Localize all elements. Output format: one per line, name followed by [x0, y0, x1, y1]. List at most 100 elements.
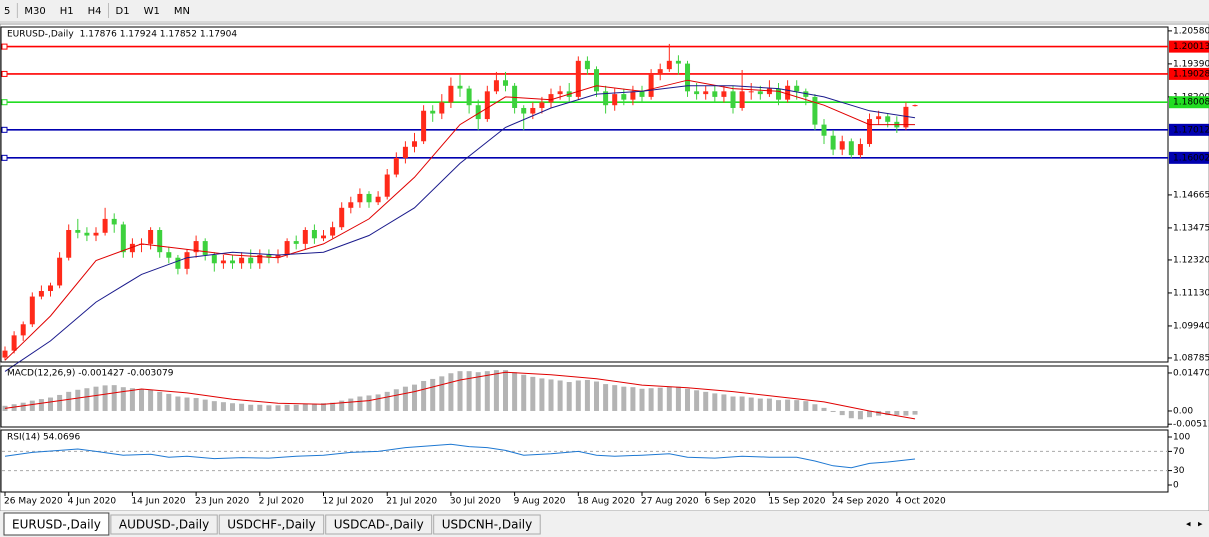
macd-bar — [211, 401, 217, 411]
candle-body — [402, 146, 408, 158]
macd-bar — [730, 396, 736, 411]
timeframe-button[interactable]: H4 — [88, 6, 102, 17]
macd-bar — [339, 400, 345, 411]
timeframe-button[interactable]: 5 — [4, 6, 10, 17]
x-tick-label: 4 Oct 2020 — [896, 497, 946, 507]
candle-body — [430, 110, 436, 114]
macd-bar — [839, 410, 845, 416]
candle-body — [266, 254, 272, 258]
macd-bar — [503, 370, 509, 411]
macd-bar — [785, 399, 791, 411]
level-label-box — [1169, 151, 1209, 164]
indicator-line — [4, 443, 916, 469]
macd-bar — [239, 403, 245, 411]
macd-bar — [675, 386, 681, 411]
tab[interactable] — [110, 514, 218, 535]
candle-body — [129, 243, 135, 253]
macd-bar — [794, 400, 800, 411]
macd-bar — [66, 391, 72, 411]
x-tick-label: 24 Sep 2020 — [832, 497, 889, 507]
y-tick-label: 100 — [1173, 433, 1190, 443]
candle-body — [703, 91, 709, 95]
x-tick-label: 6 Sep 2020 — [705, 497, 757, 507]
tab-label[interactable]: USDCNH-,Daily — [442, 518, 533, 532]
tab-label[interactable]: EURUSD-,Daily — [12, 518, 101, 532]
panel-title: EURUSD-,Daily — [7, 30, 74, 40]
level-anchor — [1, 126, 8, 133]
macd-bar — [29, 400, 35, 411]
timeframe-button[interactable]: H1 — [60, 6, 74, 17]
tab[interactable] — [325, 514, 433, 535]
macd-bar — [375, 394, 381, 411]
candle-body — [903, 106, 909, 128]
tab[interactable] — [218, 514, 325, 535]
y-tick-label: 1.20580 — [1173, 26, 1209, 36]
candle-body — [867, 119, 873, 145]
tab[interactable] — [433, 514, 541, 535]
macd-bar — [548, 379, 554, 411]
macd-bar — [348, 398, 354, 411]
scroll-left[interactable]: ◂ — [1186, 520, 1191, 530]
macd-bar — [120, 387, 126, 411]
candle-body — [75, 229, 81, 233]
macd-bar — [402, 386, 408, 411]
macd-bar — [48, 397, 54, 411]
candle-body — [330, 227, 336, 236]
macd-bar — [894, 410, 900, 416]
macd-bar — [594, 381, 600, 411]
candle-body — [275, 254, 281, 258]
macd-bar — [466, 371, 472, 411]
level-anchor — [1, 154, 8, 161]
candle-body — [512, 85, 518, 108]
macd-bar — [857, 410, 863, 420]
macd-bar — [384, 391, 390, 411]
candle-body — [439, 102, 445, 114]
candle-body — [839, 141, 845, 150]
candle-body — [621, 94, 627, 100]
macd-bar — [657, 387, 663, 411]
tab-label[interactable]: AUDUSD-,Daily — [119, 518, 209, 532]
candle-body — [339, 207, 345, 228]
macd-bar — [903, 410, 909, 416]
macd-bar — [38, 399, 44, 411]
timeframe-button[interactable]: M30 — [24, 6, 45, 17]
level-label-box — [1169, 123, 1209, 136]
tab-label[interactable]: USDCHF-,Daily — [227, 518, 315, 532]
candle-body — [66, 229, 72, 258]
tab-label[interactable]: USDCAD-,Daily — [334, 518, 424, 532]
macd-bar — [330, 402, 336, 411]
candle-body — [694, 91, 700, 95]
candle-body — [257, 254, 263, 264]
macd-bar — [148, 389, 154, 411]
candle-body — [302, 229, 308, 244]
indicator-line — [4, 79, 915, 361]
macd-bar — [475, 372, 481, 411]
timeframe-button[interactable]: W1 — [144, 6, 160, 17]
tab[interactable] — [3, 512, 110, 536]
level-label-box — [1169, 40, 1209, 53]
candle-body — [375, 196, 381, 203]
macd-bar — [20, 402, 26, 411]
candle-body — [20, 324, 26, 336]
timeframe-button[interactable]: D1 — [116, 6, 130, 17]
macd-bar — [721, 394, 727, 411]
candle-body — [475, 105, 481, 120]
level-label-box — [1169, 67, 1209, 80]
candle-body — [393, 157, 399, 175]
candle-body — [166, 252, 172, 258]
x-tick-label: 14 Jun 2020 — [131, 497, 185, 507]
toolbar-border — [0, 21, 1209, 23]
x-tick-label: 4 Jun 2020 — [68, 497, 117, 507]
scroll-right[interactable]: ▸ — [1198, 520, 1203, 530]
timeframe-button[interactable]: MN — [174, 6, 190, 17]
candle-body — [685, 63, 691, 92]
macd-bar — [757, 398, 763, 411]
candle-body — [348, 202, 354, 208]
macd-bar — [612, 385, 618, 411]
candle-body — [211, 254, 217, 264]
candle-body — [739, 91, 745, 108]
y-tick-label: 1.08785 — [1173, 353, 1209, 363]
candle-body — [184, 252, 190, 269]
macd-bar — [202, 399, 208, 411]
